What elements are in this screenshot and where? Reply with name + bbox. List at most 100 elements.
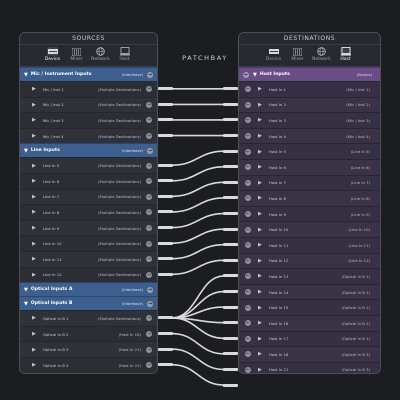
play-icon[interactable]: ▶ (258, 226, 262, 233)
route-icon[interactable]: ← (243, 71, 249, 78)
cable-jack[interactable] (223, 118, 238, 122)
patch-cable[interactable] (171, 317, 225, 340)
route-icon[interactable]: ← (245, 273, 251, 280)
route-icon[interactable]: → (146, 331, 152, 338)
destination-row[interactable]: ← ▶ Host In 8 (Line In 8) (239, 190, 380, 206)
patch-cable[interactable] (171, 165, 225, 182)
patch-cable[interactable] (171, 259, 225, 276)
tab-mixer[interactable]: Mixer (67, 47, 87, 66)
cable-jack[interactable] (223, 305, 238, 309)
play-icon[interactable]: ▶ (32, 225, 36, 232)
patch-cable[interactable] (171, 197, 225, 213)
patch-cable[interactable] (171, 150, 225, 166)
source-row[interactable]: ▶ Line In 7 (Multiple Destinations) → (20, 188, 157, 205)
chevron-down-icon[interactable]: ▼ (253, 71, 257, 78)
cable-jack[interactable] (158, 163, 173, 167)
destination-row[interactable]: ← ▶ Host In 17 (Optical In B 1) (239, 330, 380, 347)
patch-cable[interactable] (171, 212, 225, 229)
play-icon[interactable]: ▶ (258, 117, 262, 124)
cable-jack[interactable] (223, 102, 238, 106)
route-icon[interactable]: → (146, 209, 152, 216)
play-icon[interactable]: ▶ (32, 86, 36, 93)
play-icon[interactable]: ▶ (258, 195, 262, 202)
play-icon[interactable]: ▶ (32, 346, 36, 353)
play-icon[interactable]: ▶ (32, 256, 36, 263)
cable-jack[interactable] (158, 210, 173, 214)
route-icon[interactable]: → (146, 271, 152, 278)
route-icon[interactable]: ← (245, 335, 251, 342)
cable-jack[interactable] (223, 212, 238, 216)
destination-row[interactable]: ← ▶ Host In 7 (Line In 7) (239, 174, 380, 191)
source-group-header[interactable]: ▼ Optical Inputs A (Interleave) → (20, 282, 157, 297)
destination-row[interactable]: ← ▶ Host In 1 (Mic / Inst 1) (239, 81, 380, 97)
cable-jack[interactable] (223, 243, 238, 247)
play-icon[interactable]: ▶ (32, 331, 36, 338)
destination-row[interactable]: ← ▶ Host In 16 (Optical In B 1) (239, 314, 380, 331)
route-icon[interactable]: → (146, 240, 152, 247)
cable-jack[interactable] (158, 102, 173, 106)
patch-cable[interactable] (171, 348, 225, 371)
play-icon[interactable]: ▶ (32, 117, 36, 124)
cable-jack[interactable] (158, 316, 173, 320)
play-icon[interactable]: ▶ (32, 271, 36, 278)
route-icon[interactable]: ← (245, 164, 251, 171)
source-row[interactable]: ▶ Optical In B 2 (Host In 18) → (20, 325, 157, 342)
tab-mixer[interactable]: Mixer (288, 47, 308, 66)
cable-jack[interactable] (223, 367, 238, 371)
cable-jack[interactable] (223, 321, 238, 325)
source-row[interactable]: ▶ Mic / Inst 2 (Multiple Destinations) → (20, 96, 157, 113)
play-icon[interactable]: ▶ (258, 320, 262, 327)
route-icon[interactable]: → (147, 71, 153, 78)
patch-cable[interactable] (171, 181, 225, 198)
destination-row[interactable]: ← ▶ Host In 11 (Line In 11) (239, 236, 380, 253)
cable-jack[interactable] (158, 134, 173, 138)
route-icon[interactable]: ← (245, 242, 251, 249)
play-icon[interactable]: ▶ (32, 240, 36, 247)
cable-jack[interactable] (223, 165, 238, 169)
cable-jack[interactable] (158, 194, 173, 198)
play-icon[interactable]: ▶ (32, 178, 36, 185)
route-icon[interactable]: ← (245, 351, 251, 358)
cable-jack[interactable] (223, 196, 238, 200)
cable-jack[interactable] (223, 227, 238, 231)
route-icon[interactable]: ← (245, 211, 251, 218)
source-row[interactable]: ▶ Mic / Inst 3 (Multiple Destinations) → (20, 112, 157, 128)
play-icon[interactable]: ▶ (32, 101, 36, 108)
destination-row[interactable]: ← ▶ Host In 15 (Optical In B 1) (239, 299, 380, 315)
cable-jack[interactable] (223, 149, 238, 153)
patch-cable[interactable] (171, 363, 225, 386)
route-icon[interactable]: → (146, 256, 152, 263)
route-icon[interactable]: ← (245, 179, 251, 186)
destination-row[interactable]: ← ▶ Host In 12 (Line In 12) (239, 252, 380, 269)
route-icon[interactable]: ← (245, 320, 251, 327)
route-icon[interactable]: → (146, 193, 152, 200)
patch-cable[interactable] (171, 228, 225, 244)
play-icon[interactable]: ▶ (258, 164, 262, 171)
source-row[interactable]: ▶ Mic / Inst 1 (Multiple Destinations) → (20, 81, 157, 97)
tab-network[interactable]: Network (91, 47, 111, 66)
play-icon[interactable]: ▶ (258, 148, 262, 155)
cable-jack[interactable] (223, 258, 238, 262)
route-icon[interactable]: → (147, 286, 153, 293)
source-group-header[interactable]: ▼ Mic / Instrument Inputs (Interleave) → (20, 67, 157, 81)
cable-jack[interactable] (223, 274, 238, 278)
play-icon[interactable]: ▶ (258, 101, 262, 108)
source-group-header[interactable]: ▼ Line Inputs (Interleave) → (20, 143, 157, 158)
source-row[interactable]: ▶ Line In 12 (Multiple Destinations) → (20, 266, 157, 283)
destination-row[interactable]: ← ▶ Host In 21 (Optical In B 3) (239, 361, 380, 373)
route-icon[interactable]: → (146, 101, 152, 108)
play-icon[interactable]: ▶ (32, 209, 36, 216)
tab-device[interactable]: Device (43, 47, 63, 66)
destination-row[interactable]: ← ▶ Host In 6 (Line In 6) (239, 158, 380, 175)
destination-row[interactable]: ← ▶ Host In 13 (Optical In B 1) (239, 268, 380, 284)
cable-jack[interactable] (223, 352, 238, 356)
play-icon[interactable]: ▶ (32, 193, 36, 200)
cable-jack[interactable] (223, 290, 238, 294)
source-row[interactable]: ▶ Optical In B 1 (Multiple Destinations) → (20, 310, 157, 326)
play-icon[interactable]: ▶ (32, 133, 36, 140)
play-icon[interactable]: ▶ (258, 273, 262, 280)
tab-network[interactable]: Network (312, 47, 332, 66)
route-icon[interactable]: ← (245, 133, 251, 140)
destination-row[interactable]: ← ▶ Host In 10 (Line In 10) (239, 221, 380, 237)
chevron-down-icon[interactable]: ▼ (24, 300, 28, 307)
